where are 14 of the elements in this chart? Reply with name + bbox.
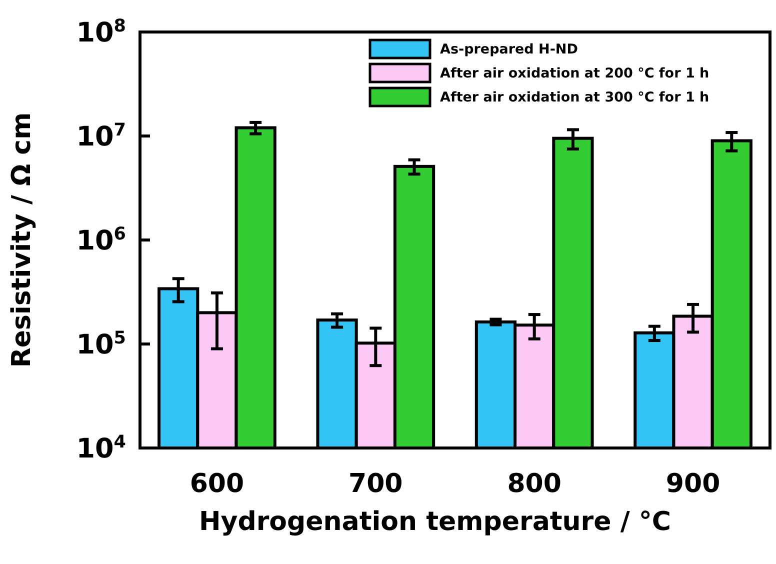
legend-label: After air oxidation at 300 °C for 1 h: [440, 90, 710, 106]
x-tick-label: 700: [348, 469, 403, 499]
legend-label: After air oxidation at 200 °C for 1 h: [440, 66, 710, 82]
x-tick-label: 900: [666, 469, 720, 499]
legend-label: As-prepared H-ND: [440, 42, 578, 58]
x-tick-label: 600: [190, 469, 244, 499]
x-tick-label: 800: [507, 469, 562, 499]
y-tick-label: 10$^{4}$: [76, 432, 126, 464]
y-tick-label: 10$^{5}$: [76, 328, 126, 360]
x-axis-title: Hydrogenation temperature / °C: [199, 507, 671, 537]
y-tick-label: 10$^{6}$: [76, 224, 126, 256]
y-tick-label: 10$^{8}$: [76, 16, 126, 48]
y-tick-label: 10$^{7}$: [76, 120, 126, 152]
y-axis-title: Resistivity / Ω cm: [7, 112, 37, 368]
